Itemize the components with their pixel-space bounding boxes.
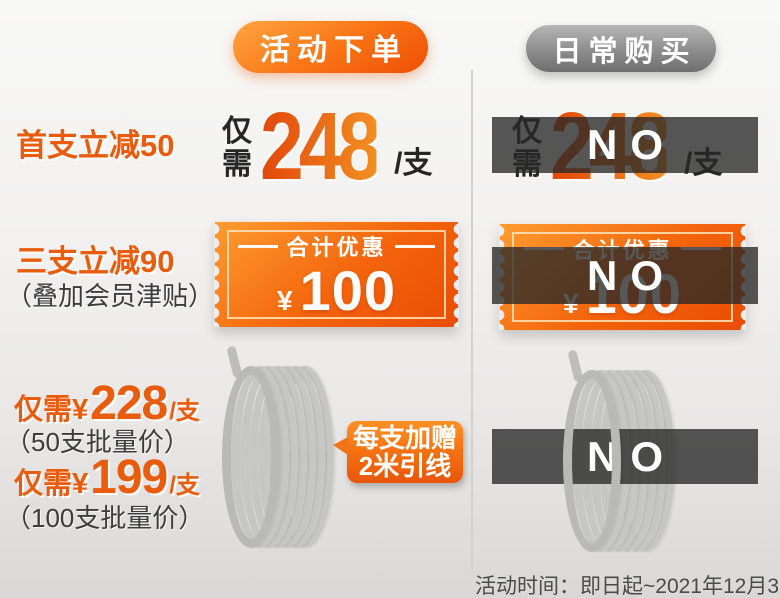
- bubble-tail-icon: [333, 437, 348, 455]
- bulk-prefix: 仅需¥: [14, 468, 89, 500]
- coupon-title: 合计优惠: [286, 235, 387, 260]
- three-unit-discount-label: 三支立减90: [16, 244, 175, 279]
- bulk-unit: /支: [169, 472, 200, 499]
- no-label: NO: [587, 121, 676, 168]
- coupon-dash-left: [238, 244, 279, 248]
- coupon-value: ¥ 100: [277, 263, 396, 319]
- member-subsidy-note: （叠加会员津贴）: [6, 281, 215, 311]
- bulk-unit: /支: [169, 398, 200, 425]
- no-overlay-price: NO: [492, 117, 758, 173]
- bulk-note-100: （100支批量价）: [5, 503, 205, 533]
- gift-bubble: 每支加赠 2米引线: [333, 421, 463, 483]
- bulk-price-value: 199: [90, 451, 168, 504]
- tab-activity-order: 活动下单: [233, 21, 428, 73]
- tab-activity-order-label: 活动下单: [260, 34, 408, 67]
- coupon-inner-border: [227, 230, 446, 319]
- bulk-note-50: （50支批量价）: [5, 427, 190, 457]
- coil-ring: [563, 370, 621, 552]
- activity-price-row: 仅需 248 /支: [222, 93, 433, 201]
- coil-ring: [222, 366, 280, 548]
- gift-bubble-line1: 每支加赠: [352, 423, 457, 453]
- bulk-price-100: 仅需¥ 199 /支: [14, 450, 200, 505]
- tab-daily-purchase: 日常购买: [526, 25, 716, 72]
- coupon-amount: 100: [299, 259, 396, 322]
- gift-bubble-line2: 2米引线: [358, 451, 452, 481]
- no-label: NO: [587, 251, 676, 299]
- first-unit-discount-label: 首支立减50: [16, 128, 175, 163]
- product-cable-coil-left: [222, 345, 336, 554]
- activity-price-value: 248: [260, 93, 382, 201]
- bulk-prefix: 仅需¥: [14, 394, 89, 426]
- no-overlay-gift: NO: [492, 429, 758, 484]
- coupon-dash-right: [394, 244, 435, 248]
- price-unit: /支: [394, 147, 433, 180]
- no-overlay-coupon: NO: [492, 247, 758, 304]
- bulk-price-value: 228: [90, 377, 168, 430]
- activity-period-note: 活动时间：即日起~2021年12月31日: [475, 575, 780, 598]
- column-divider: [471, 70, 473, 570]
- bulk-price-50: 仅需¥ 228 /支: [14, 376, 200, 431]
- currency-symbol: ¥: [276, 285, 293, 316]
- activity-coupon: 合计优惠 ¥ 100: [214, 222, 459, 327]
- tab-daily-purchase-label: 日常购买: [552, 35, 697, 68]
- price-prefix: 仅需: [222, 115, 252, 181]
- coupon-title-row: 合计优惠: [238, 230, 435, 262]
